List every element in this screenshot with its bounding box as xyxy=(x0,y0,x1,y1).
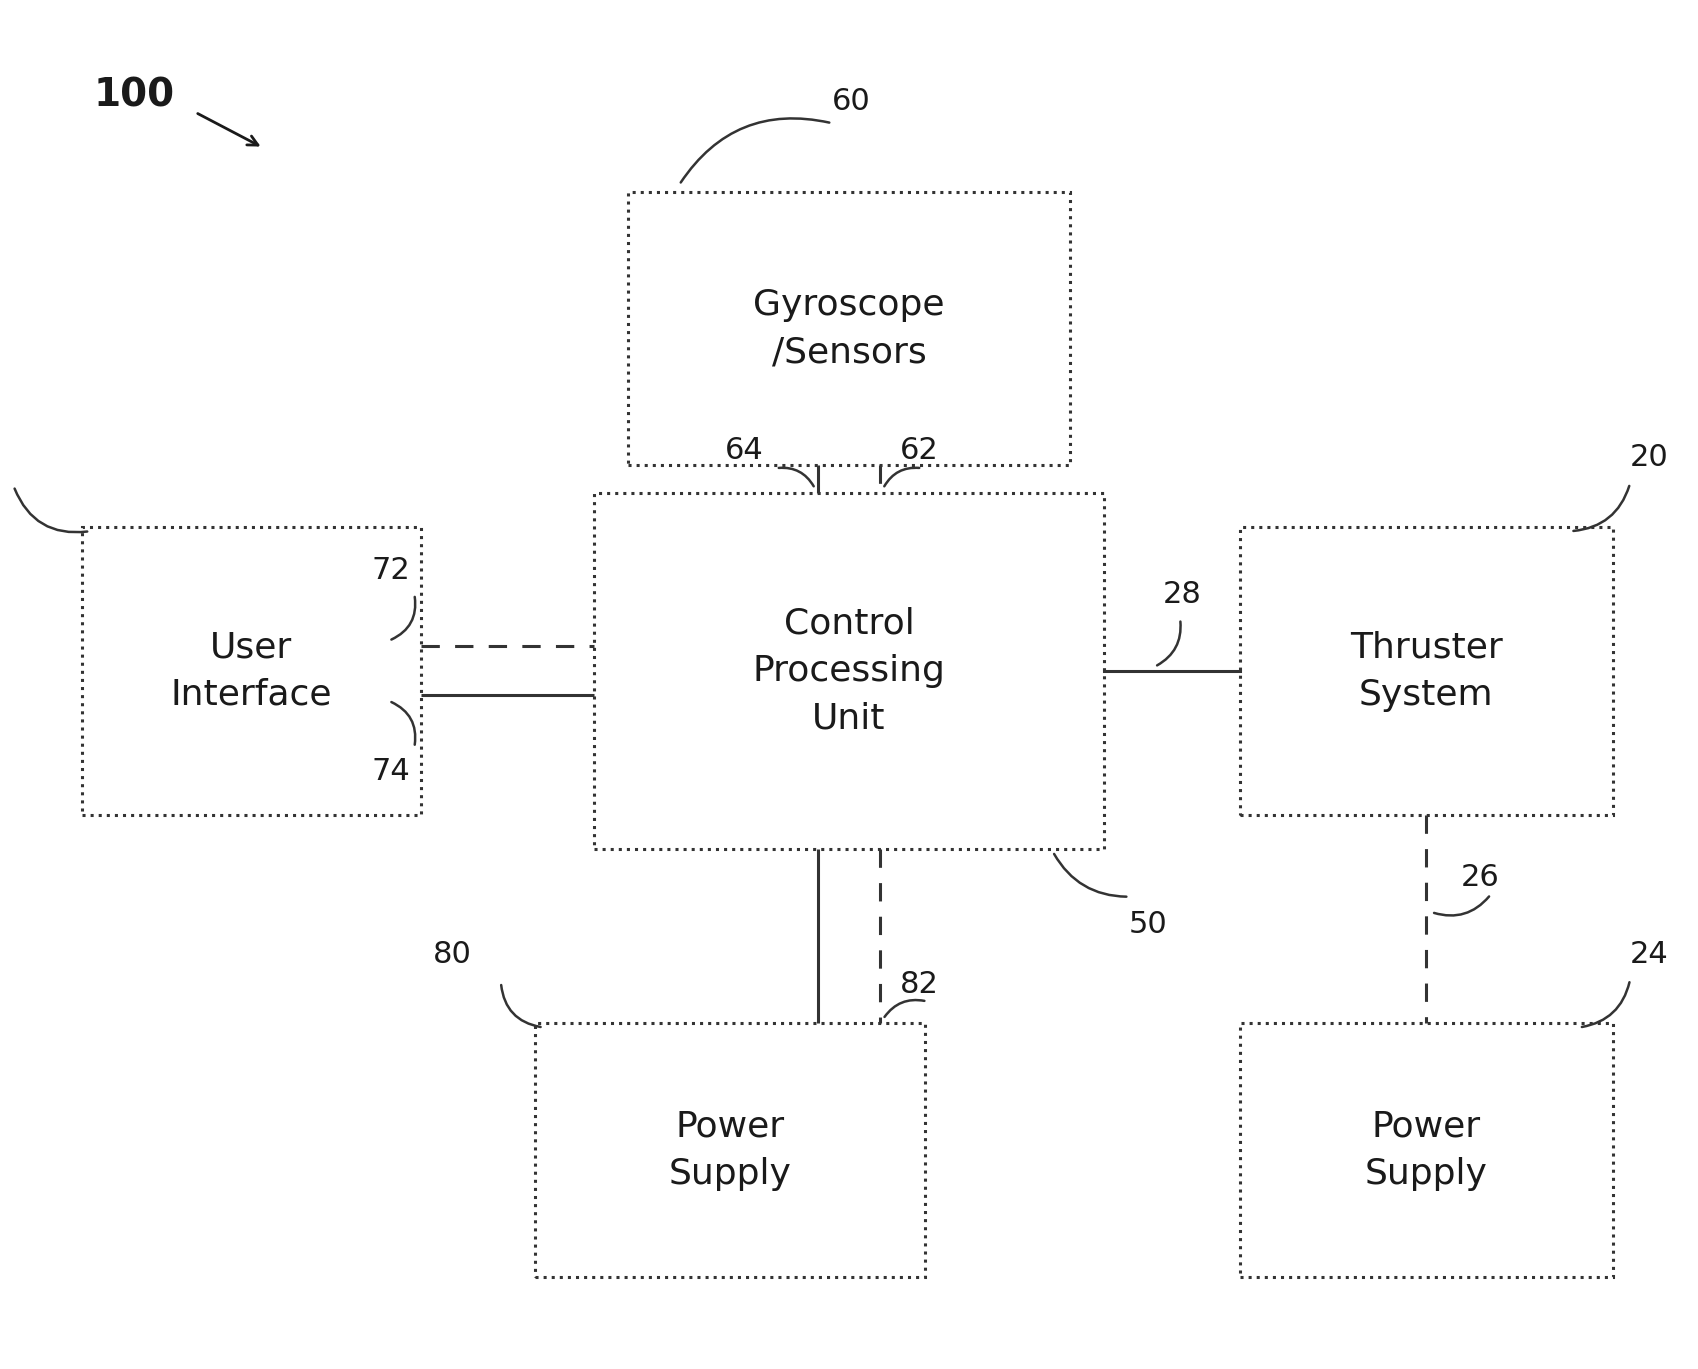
FancyBboxPatch shape xyxy=(535,1024,925,1276)
Text: 64: 64 xyxy=(725,437,764,465)
FancyBboxPatch shape xyxy=(628,192,1070,465)
Text: 24: 24 xyxy=(1630,939,1669,969)
Text: Power
Supply: Power Supply xyxy=(669,1109,791,1191)
Text: User
Interface: User Interface xyxy=(170,630,333,712)
FancyBboxPatch shape xyxy=(82,527,421,815)
Text: Gyroscope
/Sensors: Gyroscope /Sensors xyxy=(754,287,944,370)
Text: 20: 20 xyxy=(1630,444,1669,472)
Text: 28: 28 xyxy=(1163,580,1202,609)
Text: 62: 62 xyxy=(900,437,939,465)
Text: 100: 100 xyxy=(93,77,175,115)
Text: 60: 60 xyxy=(832,88,871,116)
FancyBboxPatch shape xyxy=(1240,527,1613,815)
Text: 74: 74 xyxy=(372,757,411,786)
Text: 82: 82 xyxy=(900,969,939,999)
FancyBboxPatch shape xyxy=(1240,1024,1613,1276)
Text: 50: 50 xyxy=(1129,910,1168,939)
Text: 26: 26 xyxy=(1460,862,1499,891)
Text: Thruster
System: Thruster System xyxy=(1350,630,1503,712)
Text: 72: 72 xyxy=(372,556,411,585)
Text: 80: 80 xyxy=(433,939,472,969)
FancyBboxPatch shape xyxy=(594,493,1104,849)
Text: Power
Supply: Power Supply xyxy=(1365,1109,1487,1191)
Text: Control
Processing
Unit: Control Processing Unit xyxy=(752,606,946,735)
